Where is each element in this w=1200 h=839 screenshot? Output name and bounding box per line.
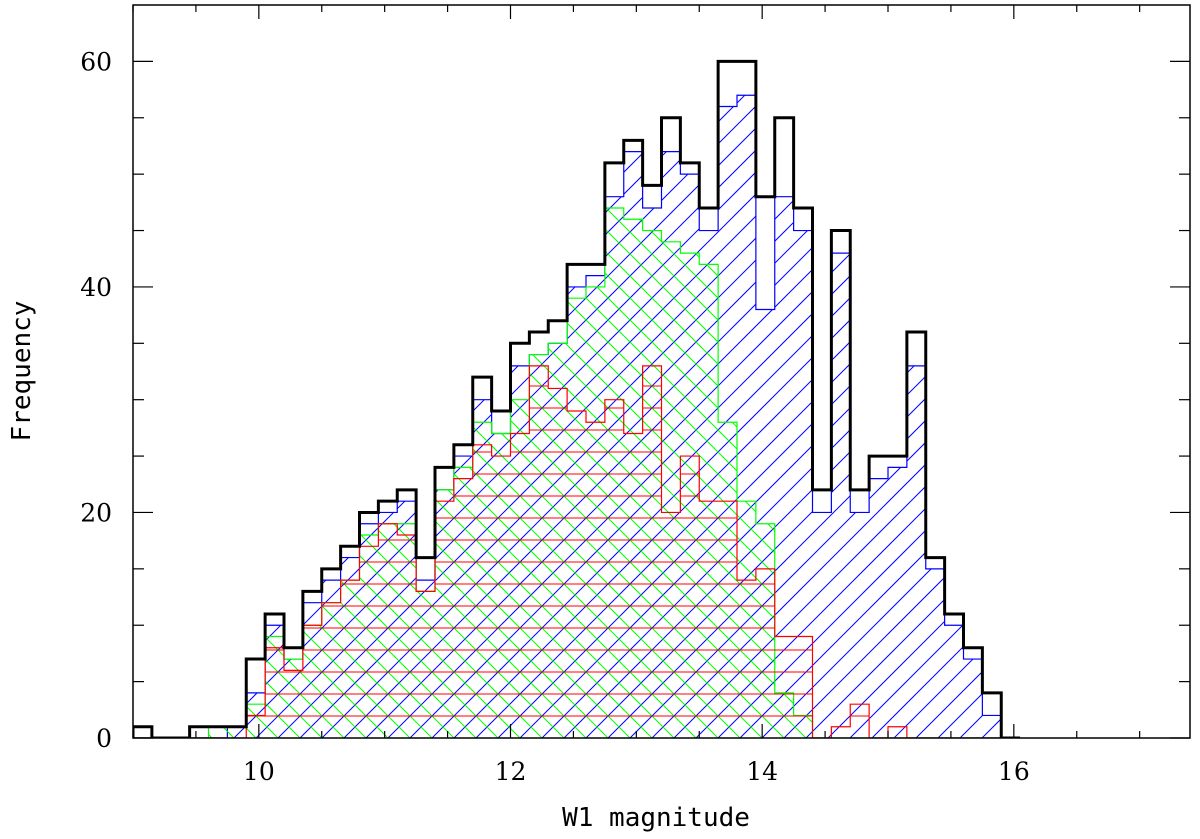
series-000000-bin	[227, 727, 246, 738]
y-tick-label: 0	[96, 724, 112, 753]
series-0000ff-outline	[133, 94, 1021, 738]
series-ff0000-outline	[133, 365, 1021, 738]
series-000000-bin	[473, 377, 492, 738]
series-000000-bin	[360, 512, 379, 738]
series-000000-bin	[926, 558, 945, 738]
axis-ticks	[132, 5, 1190, 739]
series-000000-bin	[284, 648, 303, 738]
series-000000-bin	[416, 558, 435, 738]
series-000000-bin	[605, 163, 624, 738]
series-000000-bin	[454, 445, 473, 738]
series-000000-bin	[511, 343, 530, 738]
series-000000-bin	[341, 546, 360, 738]
series-000000-bin	[737, 61, 756, 738]
series-000000-bin	[303, 591, 322, 738]
series-000000-bin	[756, 197, 775, 738]
y-tick-label: 40	[80, 273, 112, 302]
y-axis-label: Frequency	[7, 301, 37, 442]
plot-frame	[132, 4, 1191, 739]
series-000000-bin	[945, 614, 964, 738]
y-tick-label: 60	[80, 47, 112, 76]
series-000000-bin	[322, 569, 341, 738]
series-000000-bin	[624, 140, 643, 738]
series-000000-bin	[643, 185, 662, 738]
series-000000-bin	[209, 727, 228, 738]
histogram-series-layer	[133, 59, 1021, 738]
series-000000-bin	[492, 411, 511, 738]
series-000000-bin	[831, 231, 850, 738]
series-000000-outline	[133, 59, 1021, 738]
series-000000-bin	[265, 614, 284, 738]
x-axis-label: W1 magnitude	[562, 803, 750, 833]
x-tick-label: 10	[243, 757, 275, 786]
series-000000-bin	[775, 118, 794, 738]
series-000000-bin	[869, 456, 888, 738]
tick-labels: 10 12 14 16 0 20 40 60	[80, 47, 1030, 786]
series-000000-bin	[794, 208, 813, 738]
series-000000-bin	[586, 264, 605, 738]
y-tick-label: 20	[80, 498, 112, 527]
series-000000-bin	[190, 727, 209, 738]
series-000000-bin	[548, 321, 567, 738]
series-000000-bin	[435, 467, 454, 738]
x-tick-label: 12	[495, 757, 527, 786]
series-000000-bin	[964, 648, 983, 738]
series-000000-bin	[567, 264, 586, 738]
series-000000-bin	[699, 208, 718, 738]
series-000000-bin	[246, 659, 265, 738]
series-000000-bin	[888, 456, 907, 738]
x-tick-label: 14	[746, 757, 778, 786]
series-000000-bin	[529, 332, 548, 738]
x-tick-label: 16	[998, 757, 1030, 786]
series-000000-bin	[397, 490, 416, 738]
series-000000-bin	[680, 163, 699, 738]
series-000000-bin	[718, 61, 737, 738]
series-000000-bin	[662, 118, 681, 738]
series-000000	[133, 59, 1021, 738]
series-000000-bin	[133, 727, 152, 738]
series-000000-bin	[378, 501, 397, 738]
series-000000-bin	[813, 490, 832, 738]
series-000000-bin	[850, 490, 869, 738]
series-000000-bin	[907, 332, 926, 738]
series-000000-bin	[982, 693, 1001, 738]
